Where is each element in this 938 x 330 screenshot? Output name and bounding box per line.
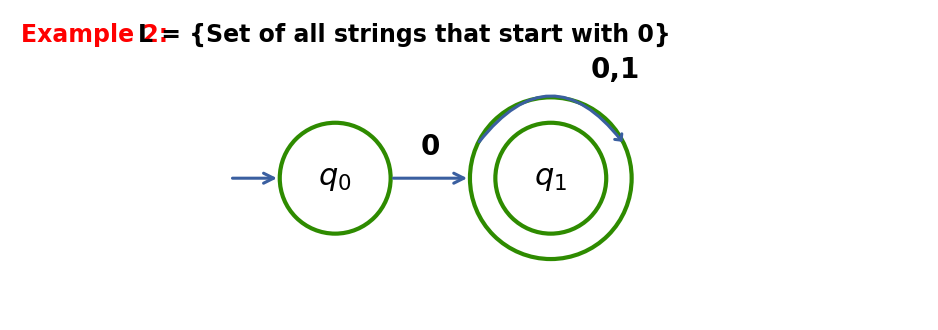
Text: Example 2:: Example 2: xyxy=(21,23,168,47)
Text: $q_1$: $q_1$ xyxy=(535,164,567,193)
Text: 0,1: 0,1 xyxy=(591,56,640,84)
FancyArrowPatch shape xyxy=(479,96,622,142)
Text: 0: 0 xyxy=(420,133,440,161)
Text: L = {Set of all strings that start with 0}: L = {Set of all strings that start with … xyxy=(138,23,671,47)
Text: $q_0$: $q_0$ xyxy=(319,164,352,193)
